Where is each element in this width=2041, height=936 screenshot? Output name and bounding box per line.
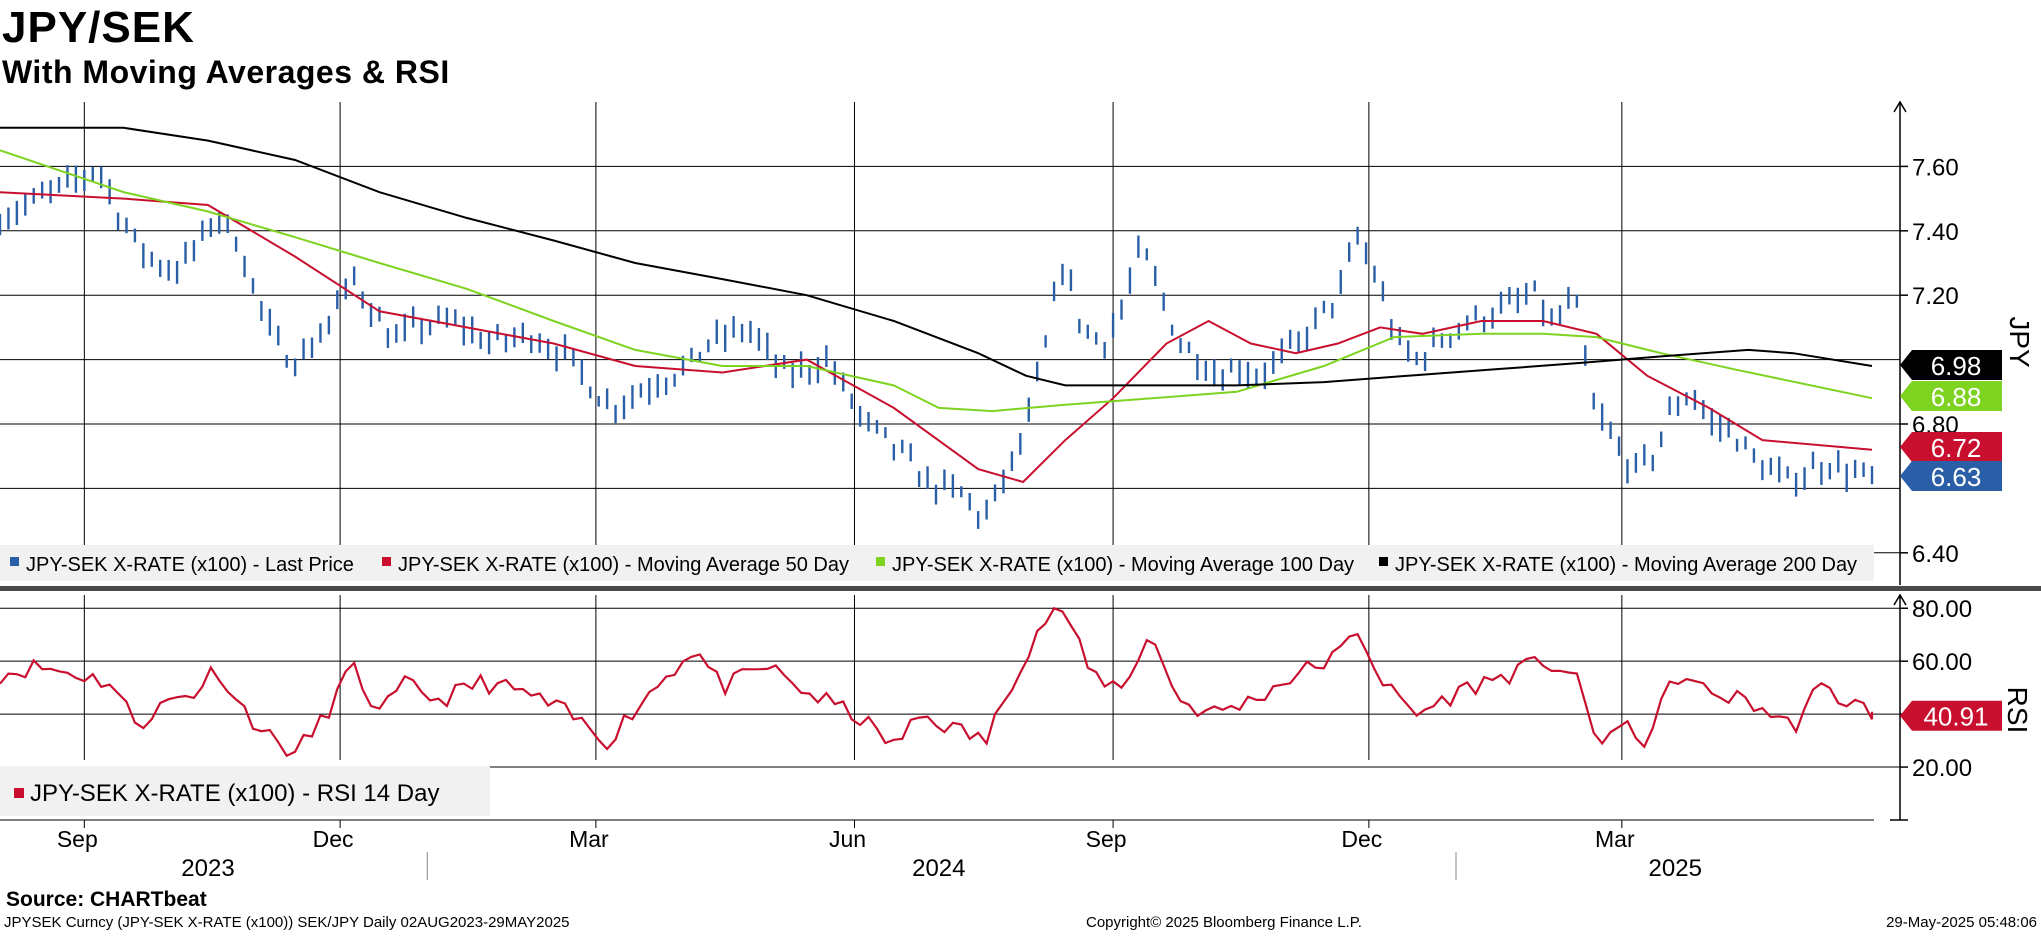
legend-swatch: [10, 557, 19, 566]
rsi-tick-label: 20.00: [1912, 755, 1972, 782]
source-label: Source: CHARTbeat: [6, 888, 207, 911]
price-last-value-box: [1900, 461, 2002, 491]
price-last-value-text: 6.63: [1931, 462, 1982, 492]
price-axis-arrow: [1893, 100, 1907, 113]
month-tick-label: Dec: [313, 826, 354, 852]
month-tick-label: Jun: [829, 826, 866, 852]
rsi-last-value-text: 40.91: [1923, 702, 1988, 732]
month-tick-label: Dec: [1341, 826, 1382, 852]
legend-label: JPY-SEK X-RATE (x100) - Moving Average 5…: [398, 554, 849, 576]
chart-subtitle: With Moving Averages & RSI: [2, 54, 450, 90]
ma200-last-value-box: [1900, 350, 2002, 380]
year-label: 2025: [1649, 855, 1702, 882]
rsi-axis-title: RSI: [2002, 687, 2033, 734]
ma50-last-value-box: [1900, 432, 2002, 462]
price-tick-label: 6.40: [1912, 541, 1959, 568]
rsi-line: [0, 606, 1874, 758]
chart-title: JPY/SEK: [2, 3, 195, 52]
ma100-last-value-text: 6.88: [1931, 382, 1982, 412]
price-tick-label: 7.60: [1912, 154, 1959, 181]
rsi-legend-label: JPY-SEK X-RATE (x100) - RSI 14 Day: [30, 780, 439, 807]
copyright: Copyright© 2025 Bloomberg Finance L.P.: [1086, 914, 1362, 931]
price-tick-label: 7.20: [1912, 283, 1959, 310]
rsi-legend-bg: [0, 766, 490, 816]
legend-label: JPY-SEK X-RATE (x100) - Moving Average 1…: [892, 554, 1354, 576]
month-tick-label: Mar: [569, 826, 609, 852]
price-axis-title: JPY: [2004, 316, 2035, 368]
price-tick-label: 7.40: [1912, 219, 1959, 246]
price-last-value: 6.63: [1900, 461, 2002, 492]
legend-swatch: [382, 557, 391, 566]
month-tick-label: Sep: [57, 826, 98, 852]
price-legend-bg: [0, 545, 1874, 581]
ma100-line: [0, 149, 1873, 413]
rsi-tick-label: 80.00: [1912, 596, 1972, 623]
price-bars: [0, 165, 1874, 529]
legend-label: JPY-SEK X-RATE (x100) - Moving Average 2…: [1395, 554, 1857, 576]
ma200-last-value-text: 6.98: [1931, 351, 1982, 381]
month-tick-label: Mar: [1595, 826, 1635, 852]
timestamp: 29-May-2025 05:48:06: [1886, 914, 2037, 931]
year-label: 2023: [181, 855, 234, 882]
year-label: 2024: [912, 855, 965, 882]
ma200-last-value: 6.98: [1900, 350, 2002, 381]
rsi-last-value: 40.91: [1900, 700, 2002, 732]
legend-label: JPY-SEK X-RATE (x100) - Last Price: [26, 554, 354, 576]
rsi-tick-label: 60.00: [1912, 649, 1972, 676]
ticker-line: JPYSEK Curncy (JPY-SEK X-RATE (x100)) SE…: [4, 914, 570, 931]
ma200-line: [0, 126, 1873, 387]
price-panel: 7.607.407.206.806.40JPY6.986.886.726.63J…: [0, 100, 2041, 591]
month-tick-label: Sep: [1086, 826, 1127, 852]
rsi-legend-swatch: [14, 788, 24, 798]
ma100-last-value-box: [1900, 381, 2002, 411]
legend-swatch: [1379, 557, 1388, 566]
panel-separator: [0, 586, 2041, 591]
ma100-last-value: 6.88: [1900, 381, 2002, 412]
time-axis: Sep Dec Mar Jun Sep Dec Mar 2023 2024 2025: [0, 819, 1874, 882]
legend-swatch: [876, 557, 885, 566]
rsi-axis-arrow: [1893, 593, 1907, 606]
rsi-last-value-box: [1900, 700, 2002, 731]
ma50-last-value: 6.72: [1900, 432, 2002, 463]
ma50-last-value-text: 6.72: [1931, 433, 1982, 463]
ma50-line: [0, 191, 1873, 484]
